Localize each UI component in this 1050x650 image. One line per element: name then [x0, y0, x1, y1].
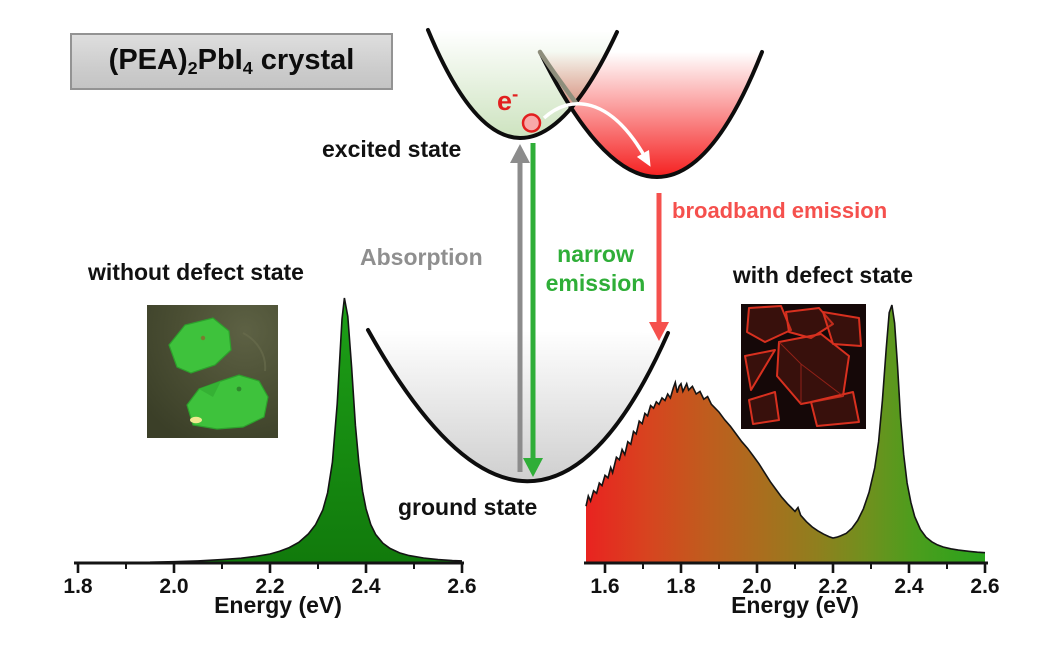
- narrow-emission-label: narrow emission: [545, 241, 646, 296]
- with-defect-caption: with defect state: [732, 262, 914, 288]
- ground-state-label: ground state: [398, 494, 538, 520]
- electron-label: e-: [497, 84, 519, 116]
- defect-state-parabola-red: [537, 49, 764, 179]
- left-x-axis-title: Energy (eV): [214, 592, 342, 618]
- x-axis-tick-label: 2.4: [894, 575, 924, 598]
- x-axis-tick-label: 2.6: [447, 575, 476, 598]
- x-axis-tick-label: 2.4: [351, 575, 381, 598]
- x-axis-tick-label: 2.6: [970, 575, 999, 598]
- x-axis-tick-label: 1.8: [63, 575, 93, 598]
- absorption-label: Absorption: [360, 244, 483, 270]
- x-axis-tick-label: 2.0: [159, 575, 188, 598]
- x-axis-tick-label: 2.2: [818, 575, 847, 598]
- without-defect-crystal-photo: [147, 305, 278, 443]
- spectrum-outline: [585, 304, 986, 554]
- defect-transfer-arrow: [542, 101, 651, 167]
- title-box: (PEA)2PbI4 crystal: [70, 33, 393, 90]
- title-text: (PEA)2PbI4 crystal: [108, 43, 355, 79]
- crossing-segment: [537, 49, 579, 106]
- x-axis-tick-label: 2.0: [742, 575, 771, 598]
- electron-circle: [521, 113, 542, 133]
- left-spectrum-group: 1.8 2.0 2.2 2.4 2.6: [63, 297, 477, 598]
- broadband-emission-label: broadband emission: [672, 198, 888, 223]
- excited-state-label: excited state: [322, 136, 462, 162]
- without-defect-caption: without defect state: [88, 259, 304, 285]
- x-axis-tick-label: 2.2: [255, 575, 284, 598]
- with-defect-crystal-photo: [741, 304, 866, 434]
- x-axis-tick-label: 1.8: [666, 575, 696, 598]
- spectrum-outline: [149, 297, 463, 563]
- x-axis-tick-label: 1.6: [590, 575, 619, 598]
- right-spectrum-group: 1.6 1.8 2.0 2.2 2.4 2.6: [584, 304, 1000, 598]
- right-x-axis-title: Energy (eV): [731, 592, 859, 618]
